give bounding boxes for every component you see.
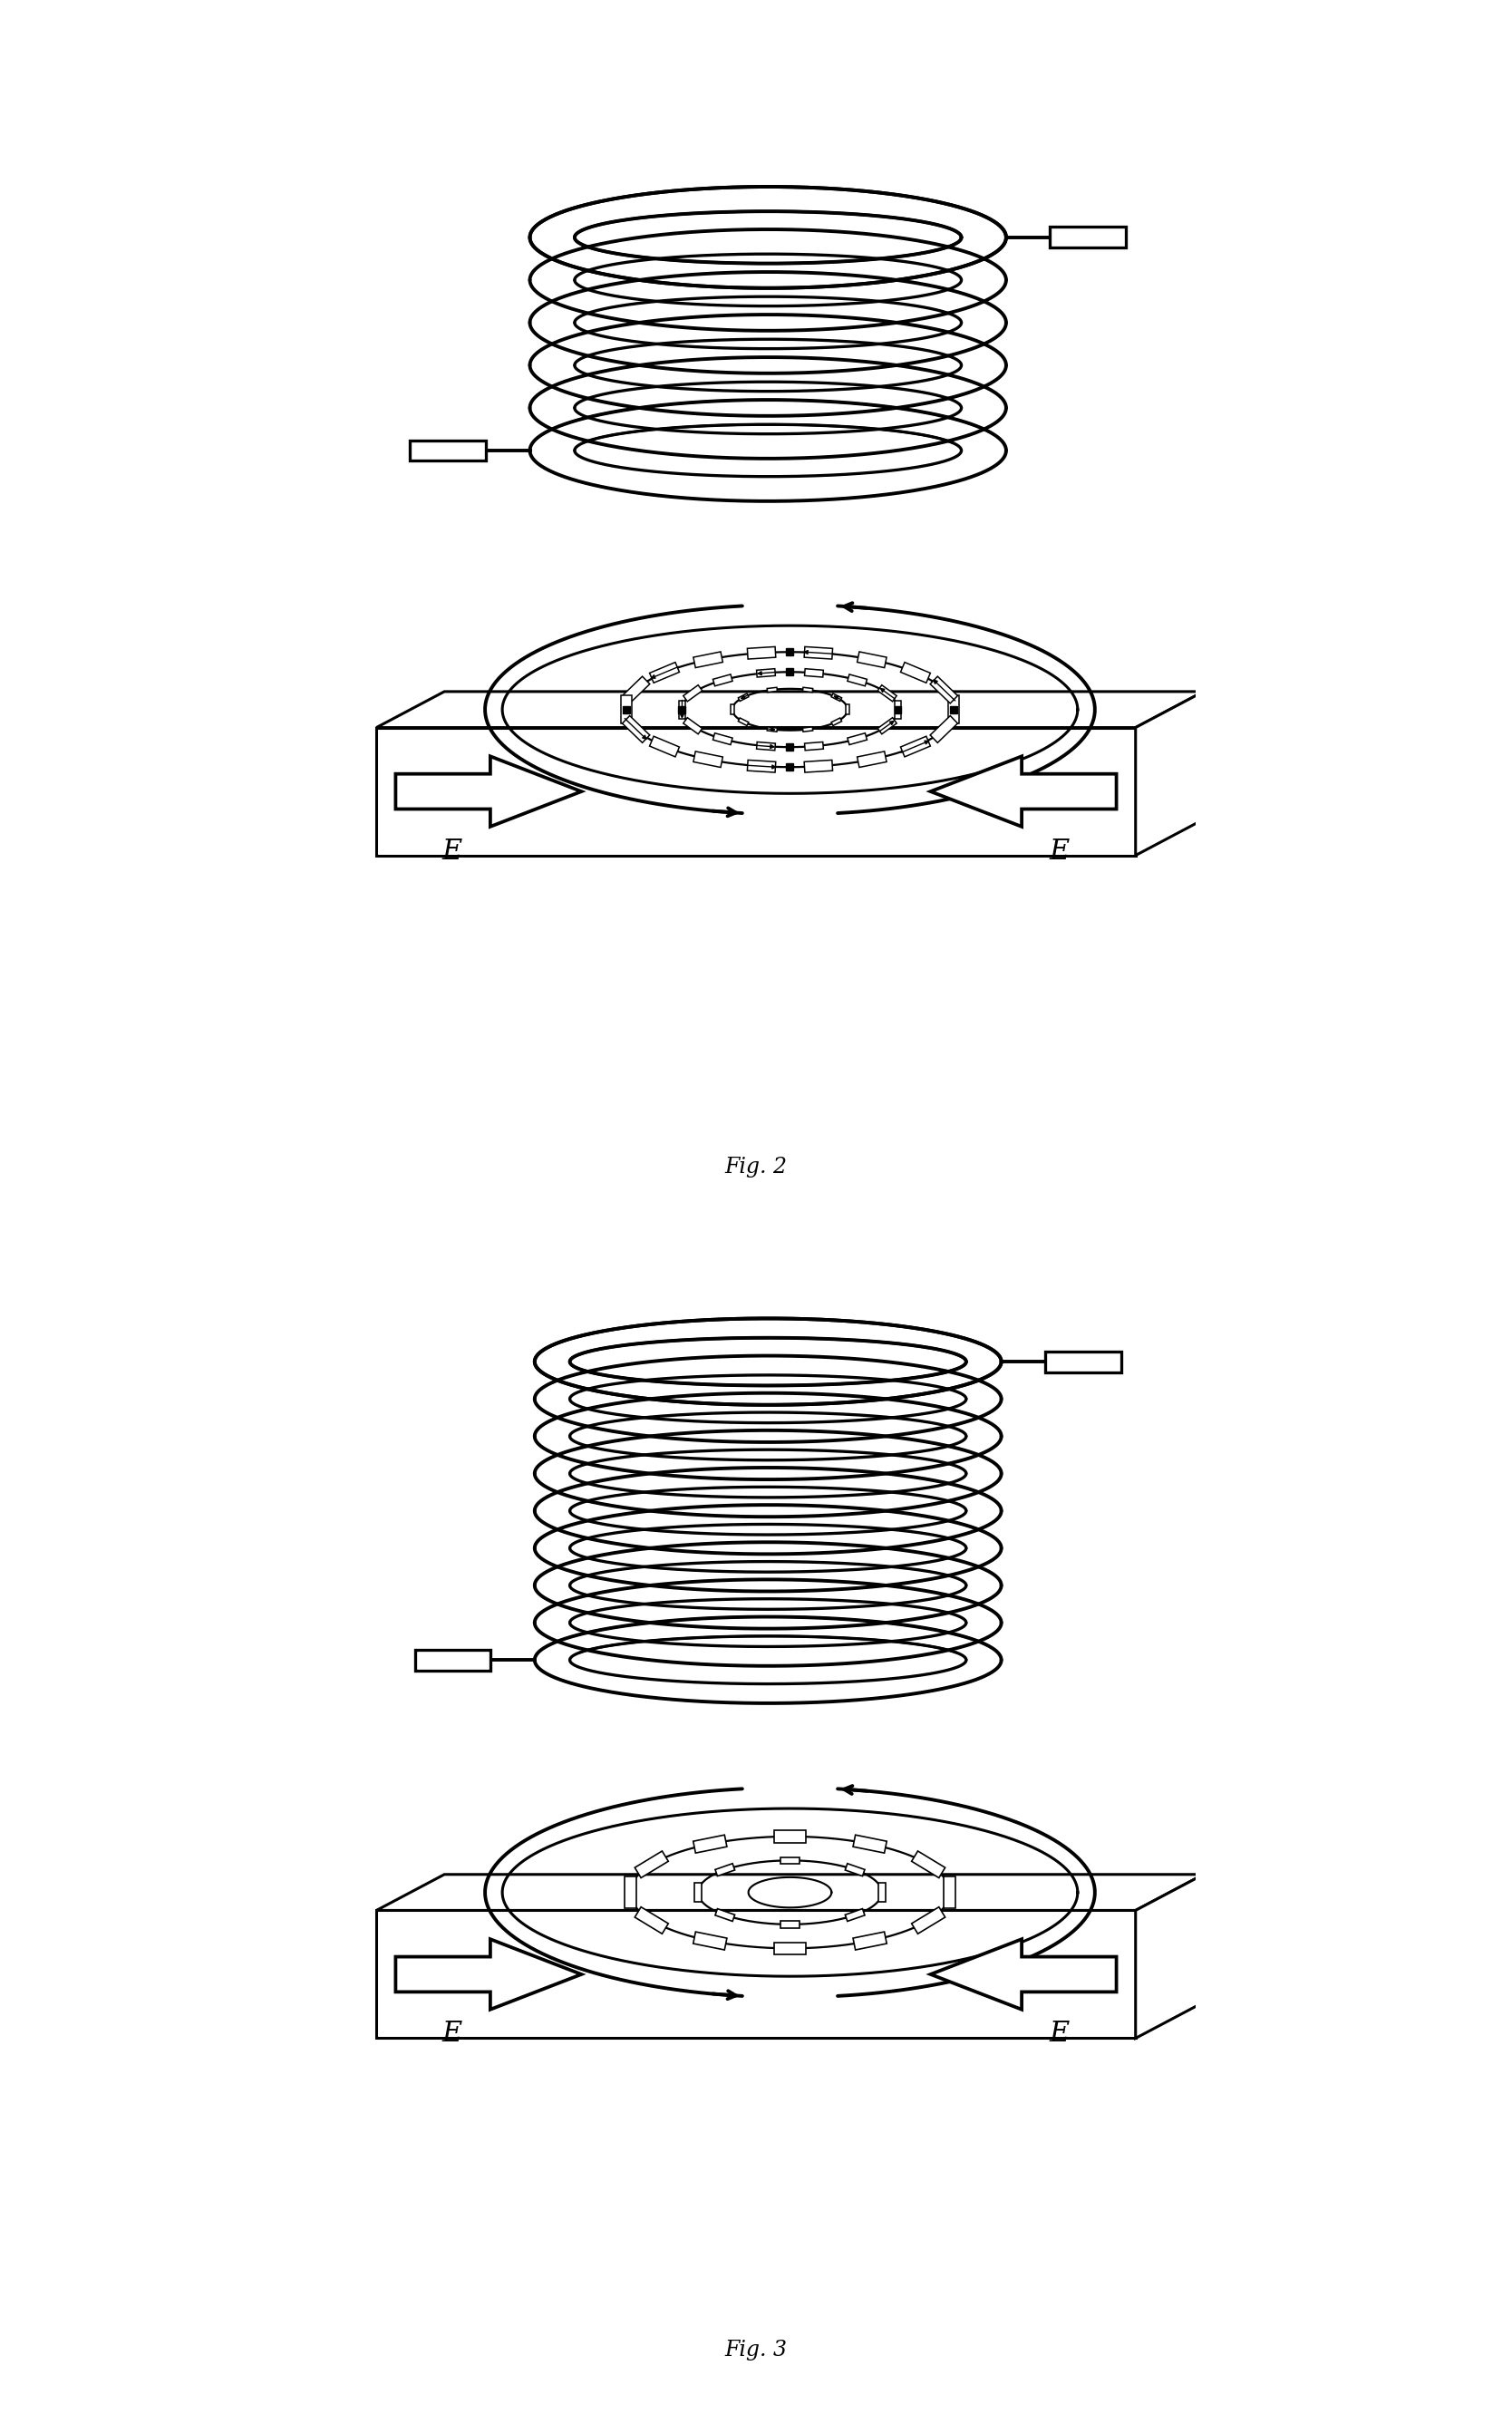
Polygon shape xyxy=(832,717,842,727)
Bar xyxy=(1045,1352,1122,1371)
Polygon shape xyxy=(878,1883,886,1902)
Polygon shape xyxy=(930,676,957,702)
Polygon shape xyxy=(847,674,866,686)
Polygon shape xyxy=(804,647,833,659)
Polygon shape xyxy=(730,705,735,715)
Bar xyxy=(623,705,629,712)
Text: E: E xyxy=(1049,2021,1070,2047)
Polygon shape xyxy=(901,736,930,758)
Polygon shape xyxy=(756,669,776,678)
Polygon shape xyxy=(912,1852,945,1878)
Polygon shape xyxy=(853,1835,886,1854)
Polygon shape xyxy=(692,1931,727,1951)
Polygon shape xyxy=(623,715,650,744)
Polygon shape xyxy=(376,1909,1136,2037)
Polygon shape xyxy=(847,734,866,746)
Polygon shape xyxy=(679,700,685,719)
Polygon shape xyxy=(774,1830,806,1842)
Bar xyxy=(786,649,794,657)
Bar xyxy=(894,705,901,712)
Text: E: E xyxy=(442,838,463,864)
Polygon shape xyxy=(803,688,813,693)
Bar xyxy=(786,763,794,770)
Polygon shape xyxy=(857,751,886,768)
Polygon shape xyxy=(853,1931,886,1951)
Polygon shape xyxy=(912,1907,945,1934)
Bar xyxy=(786,669,794,676)
Text: E: E xyxy=(1049,838,1070,864)
Polygon shape xyxy=(943,1876,956,1909)
Polygon shape xyxy=(396,1938,582,2008)
Polygon shape xyxy=(694,1883,702,1902)
Polygon shape xyxy=(832,693,842,700)
Polygon shape xyxy=(683,717,702,734)
Polygon shape xyxy=(623,676,650,702)
Polygon shape xyxy=(714,674,732,686)
Polygon shape xyxy=(715,1864,735,1876)
Bar xyxy=(679,705,685,712)
Text: Fig. 3: Fig. 3 xyxy=(724,2339,788,2361)
Polygon shape xyxy=(901,661,930,683)
Polygon shape xyxy=(1136,1873,1204,2037)
Polygon shape xyxy=(930,756,1116,826)
Polygon shape xyxy=(930,715,957,744)
Polygon shape xyxy=(804,741,824,751)
Polygon shape xyxy=(621,695,632,724)
Polygon shape xyxy=(624,1876,637,1909)
Bar xyxy=(950,705,957,712)
Polygon shape xyxy=(780,1922,800,1929)
Polygon shape xyxy=(774,1943,806,1955)
Polygon shape xyxy=(804,669,824,678)
Text: E: E xyxy=(442,2021,463,2047)
Polygon shape xyxy=(877,717,897,734)
Bar xyxy=(414,1649,491,1670)
Polygon shape xyxy=(738,717,748,727)
Polygon shape xyxy=(747,760,776,772)
Bar xyxy=(1049,227,1126,249)
Polygon shape xyxy=(694,652,723,669)
Polygon shape xyxy=(747,647,776,659)
Bar xyxy=(410,439,485,461)
Polygon shape xyxy=(376,727,1136,855)
Polygon shape xyxy=(930,1938,1116,2008)
Polygon shape xyxy=(738,693,748,700)
Polygon shape xyxy=(650,736,679,758)
Polygon shape xyxy=(767,688,777,693)
Polygon shape xyxy=(894,700,901,719)
Polygon shape xyxy=(715,1909,735,1922)
Polygon shape xyxy=(683,686,702,702)
Bar xyxy=(786,744,794,751)
Polygon shape xyxy=(650,661,679,683)
Polygon shape xyxy=(635,1852,668,1878)
Polygon shape xyxy=(780,1856,800,1864)
Polygon shape xyxy=(877,686,897,702)
Polygon shape xyxy=(845,1909,865,1922)
Polygon shape xyxy=(845,1864,865,1876)
Polygon shape xyxy=(767,727,777,731)
Polygon shape xyxy=(376,690,1204,727)
Polygon shape xyxy=(635,1907,668,1934)
Polygon shape xyxy=(1136,690,1204,855)
Polygon shape xyxy=(694,751,723,768)
Polygon shape xyxy=(692,1835,727,1854)
Polygon shape xyxy=(845,705,850,715)
Polygon shape xyxy=(396,756,582,826)
Polygon shape xyxy=(756,741,776,751)
Polygon shape xyxy=(803,727,813,731)
Polygon shape xyxy=(804,760,833,772)
Text: Fig. 2: Fig. 2 xyxy=(724,1156,788,1178)
Polygon shape xyxy=(857,652,886,669)
Polygon shape xyxy=(714,734,732,746)
Polygon shape xyxy=(948,695,959,724)
Polygon shape xyxy=(376,1873,1204,1909)
